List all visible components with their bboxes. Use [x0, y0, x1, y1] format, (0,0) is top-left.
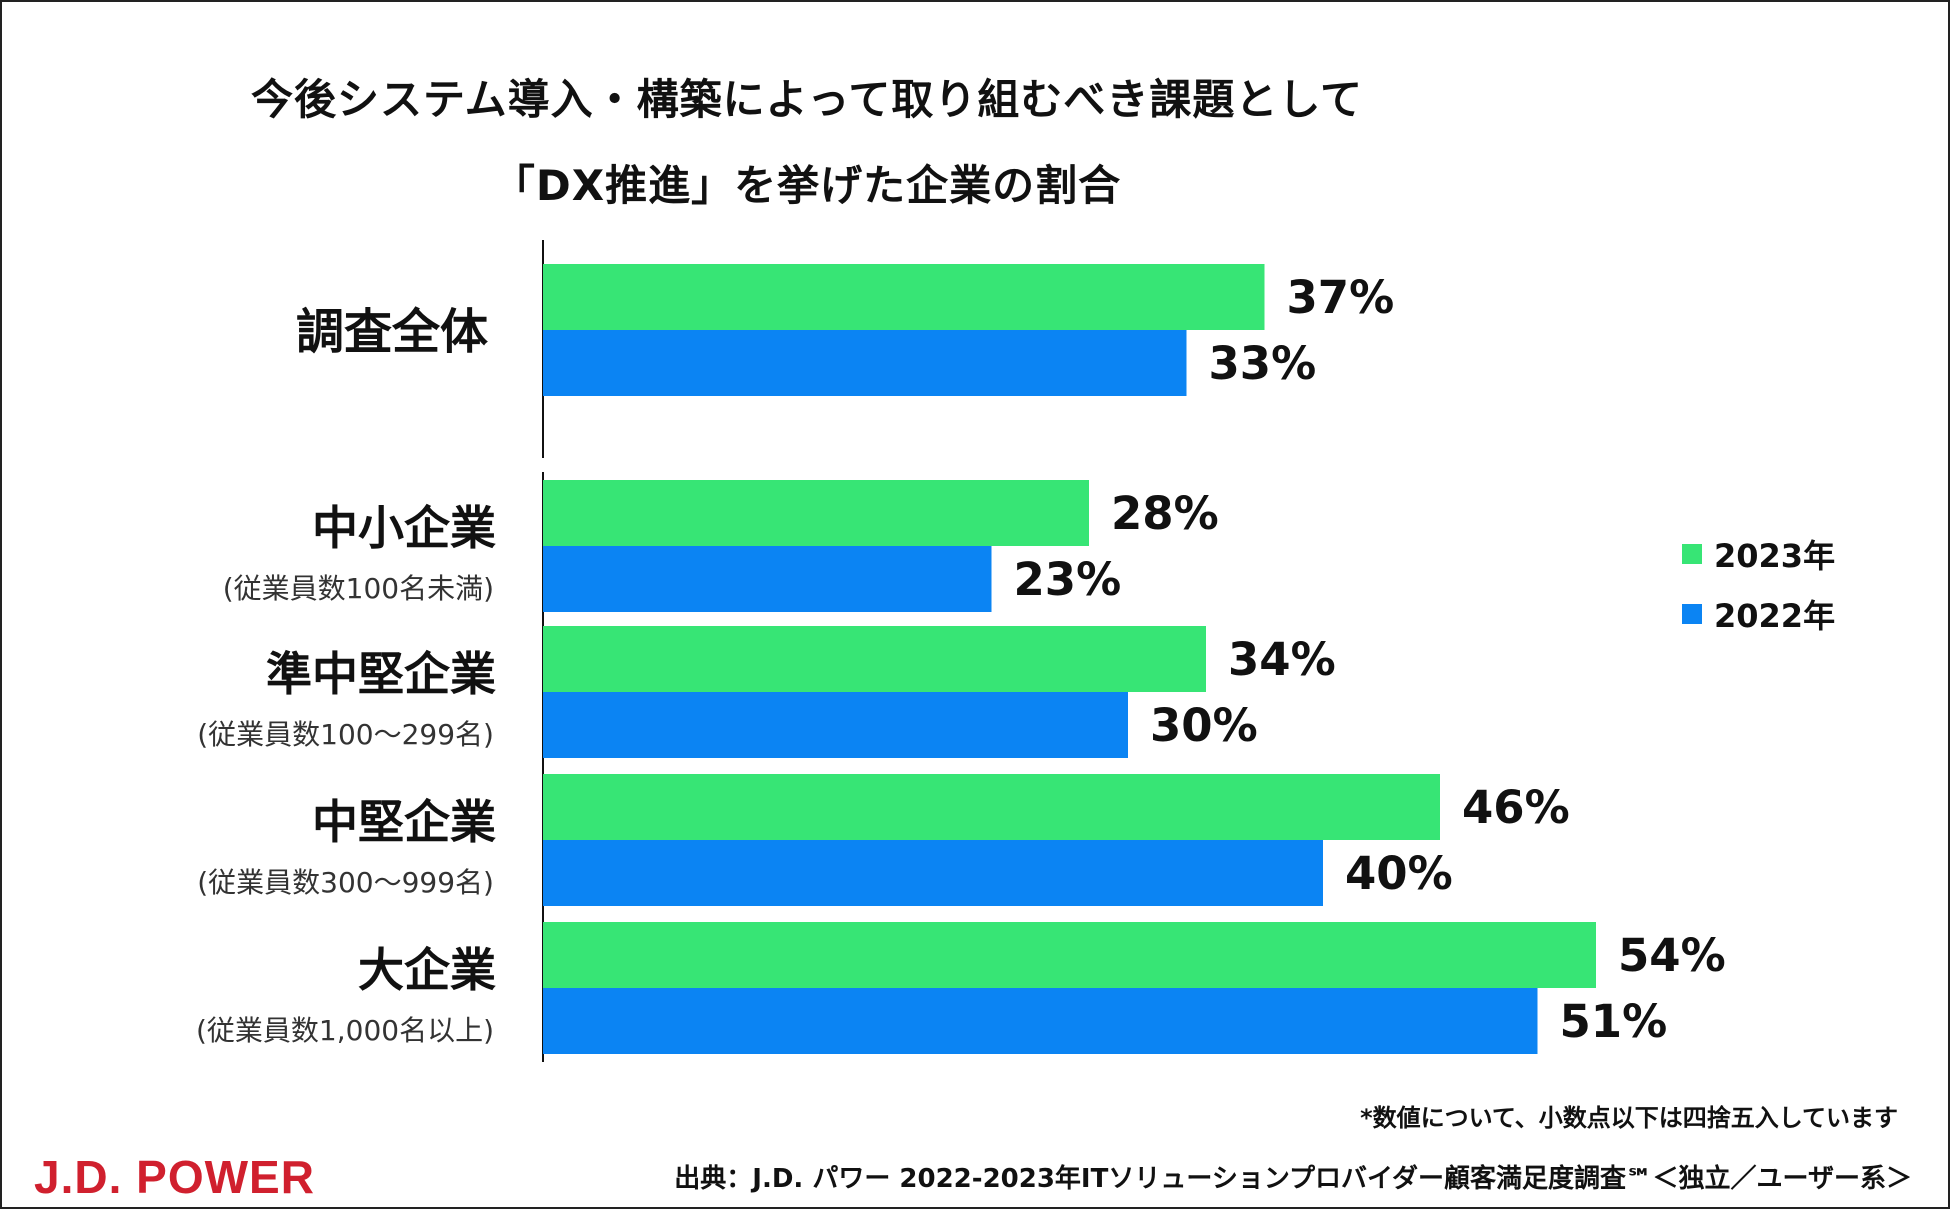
- value-label-2022-2: 30%: [1150, 699, 1258, 752]
- bar-2022-1: [543, 546, 992, 612]
- category-label-3: 中堅企業: [312, 795, 496, 849]
- bar-2022-3: [543, 840, 1323, 906]
- value-label-2022-4: 51%: [1560, 995, 1668, 1048]
- chart-title-line2: 「DX推進」を挙げた企業の割合: [492, 161, 1122, 210]
- category-label-4: 大企業: [358, 943, 496, 997]
- value-label-2022-0: 33%: [1209, 337, 1317, 390]
- bar-2022-0: [543, 330, 1187, 396]
- value-label-2023-0: 37%: [1287, 271, 1395, 324]
- rounding-note: *数値について、小数点以下は四捨五入しています: [1360, 1104, 1898, 1132]
- bar-2023-4: [543, 922, 1596, 988]
- bar-2023-0: [543, 264, 1265, 330]
- value-label-2022-3: 40%: [1345, 847, 1453, 900]
- value-label-2023-3: 46%: [1462, 781, 1570, 834]
- bar-2023-1: [543, 480, 1089, 546]
- value-label-2023-1: 28%: [1111, 487, 1219, 540]
- legend-label-2023: 2023年: [1714, 537, 1836, 575]
- bar-2022-4: [543, 988, 1538, 1054]
- bar-2022-2: [543, 692, 1128, 758]
- value-label-2023-4: 54%: [1618, 929, 1726, 982]
- category-sublabel-3: (従業員数300～999名): [197, 866, 494, 899]
- value-label-2022-1: 23%: [1014, 553, 1122, 606]
- legend-swatch-2022: [1682, 604, 1702, 624]
- category-label-2: 準中堅企業: [266, 647, 496, 701]
- bar-2023-2: [543, 626, 1206, 692]
- legend-item-2023: 2023年: [1682, 534, 1836, 575]
- category-sublabel-2: (従業員数100～299名): [197, 718, 494, 751]
- source-citation: 出典：J.D. パワー 2022-2023年ITソリューションプロバイダー顧客満…: [674, 1164, 1912, 1194]
- category-sublabel-1: (従業員数100名未満): [223, 572, 494, 605]
- jd-power-logo: J.D. POWER: [34, 1151, 315, 1203]
- legend-swatch-2023: [1682, 544, 1702, 564]
- chart-title-line1: 今後システム導入・構築によって取り組むべき課題として: [250, 75, 1364, 124]
- category-label-1: 中小企業: [312, 501, 496, 555]
- legend-label-2022: 2022年: [1714, 597, 1836, 635]
- legend-item-2022: 2022年: [1682, 594, 1836, 635]
- bar-2023-3: [543, 774, 1440, 840]
- category-sublabel-4: (従業員数1,000名以上): [196, 1014, 494, 1047]
- category-label-0: 調査全体: [296, 304, 488, 360]
- value-label-2023-2: 34%: [1228, 633, 1336, 686]
- chart-legend: 2023年 2022年: [1682, 534, 1835, 654]
